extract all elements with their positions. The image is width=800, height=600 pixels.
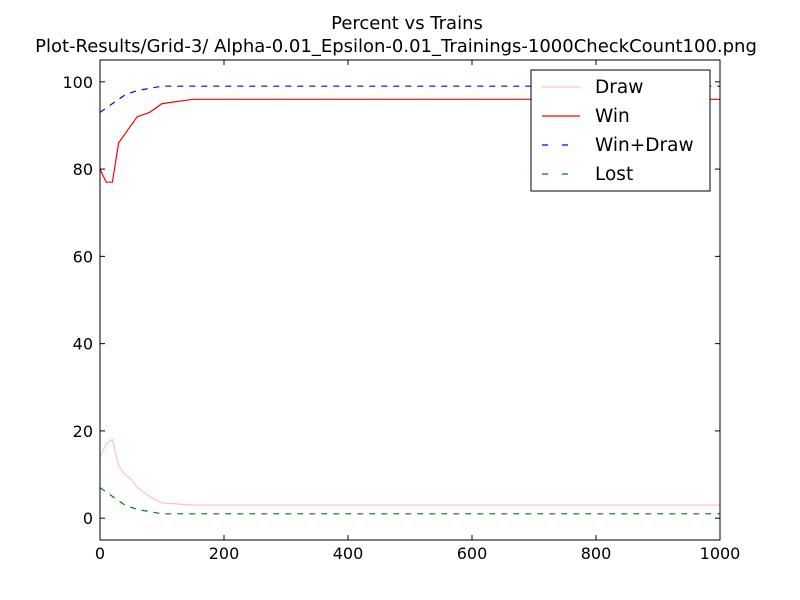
x-tick-label: 600 [457, 544, 488, 563]
legend-label: Draw [595, 77, 643, 98]
y-tick-label: 100 [62, 73, 93, 92]
series-line-draw [99, 438, 720, 506]
x-tick-label: 400 [333, 544, 364, 563]
y-tick-label: 0 [83, 509, 93, 528]
y-tick-label: 60 [73, 247, 93, 266]
x-tick-label: 1000 [700, 544, 741, 563]
x-tick-label: 800 [581, 544, 612, 563]
x-tick-label: 0 [95, 544, 105, 563]
tick-layer: 0 200 400 600 800 1000 0 20 40 60 80 100 [62, 60, 740, 563]
legend-label: Win+Draw [595, 135, 694, 156]
chart-title: Percent vs Trains [331, 13, 483, 34]
y-tick-label: 40 [73, 335, 93, 354]
chart-subtitle: Plot-Results/Grid-3/ Alpha-0.01_Epsilon-… [35, 36, 757, 57]
y-tick-label: 80 [73, 160, 93, 179]
series-line-lost [99, 487, 720, 515]
legend: Draw Win Win+Draw Lost [530, 69, 711, 192]
plot-frame [99, 59, 721, 541]
legend-label: Lost [595, 164, 633, 185]
x-tick-label: 200 [209, 544, 240, 563]
legend-box [530, 69, 711, 192]
legend-label: Win [595, 106, 630, 127]
y-tick-label: 20 [73, 422, 93, 441]
series-line-win-draw [99, 85, 720, 113]
